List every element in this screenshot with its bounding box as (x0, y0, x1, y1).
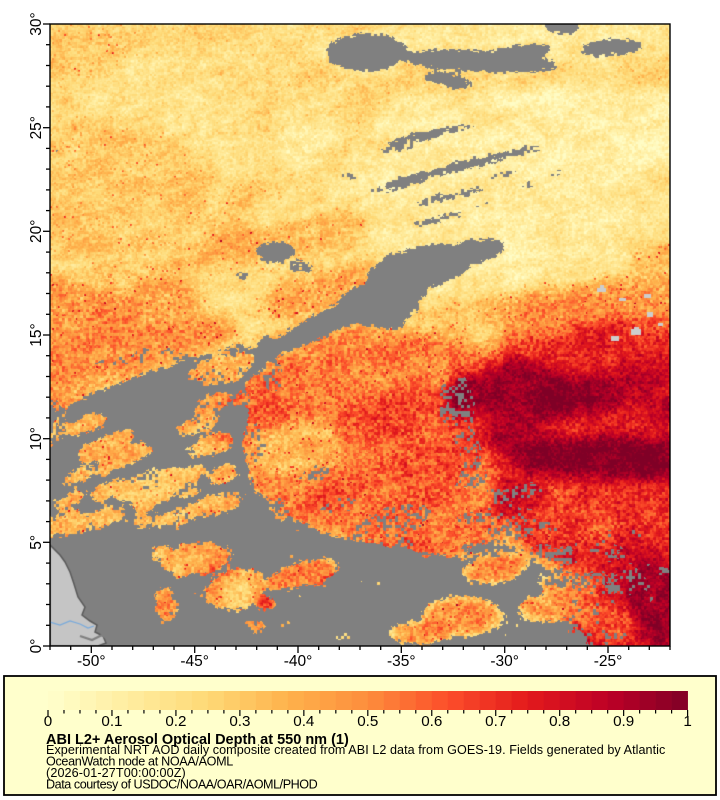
svg-text:0.5: 0.5 (357, 713, 378, 730)
svg-text:-30°: -30° (490, 653, 519, 670)
svg-text:Data courtesy of USDOC/NOAA/OA: Data courtesy of USDOC/NOAA/OAR/AOML/PHO… (46, 778, 318, 792)
svg-text:-25°: -25° (594, 653, 623, 670)
svg-text:0.8: 0.8 (549, 713, 570, 730)
svg-text:0°: 0° (28, 639, 45, 654)
svg-text:0.7: 0.7 (485, 713, 506, 730)
svg-text:-45°: -45° (180, 653, 209, 670)
svg-text:OceanWatch node at NOAA/AOML: OceanWatch node at NOAA/AOML (46, 755, 233, 769)
svg-text:0.9: 0.9 (613, 713, 634, 730)
svg-text:0: 0 (44, 713, 52, 730)
svg-text:(2026-01-27T00:00:00Z): (2026-01-27T00:00:00Z) (46, 766, 186, 780)
svg-text:0.4: 0.4 (293, 713, 314, 730)
svg-text:30°: 30° (28, 12, 45, 35)
svg-text:0.6: 0.6 (421, 713, 442, 730)
svg-text:25°: 25° (28, 116, 45, 139)
svg-text:ABI L2+ Aerosol Optical Depth: ABI L2+ Aerosol Optical Depth at 550 nm … (46, 732, 349, 748)
svg-text:Experimental NRT AOD daily com: Experimental NRT AOD daily composite cre… (46, 743, 665, 757)
svg-text:15°: 15° (28, 323, 45, 346)
svg-text:20°: 20° (28, 220, 45, 243)
svg-text:-40°: -40° (284, 653, 313, 670)
svg-text:0.1: 0.1 (101, 713, 122, 730)
svg-text:0.3: 0.3 (229, 713, 250, 730)
svg-text:10°: 10° (28, 427, 45, 450)
svg-text:-50°: -50° (77, 653, 106, 670)
svg-text:0.2: 0.2 (165, 713, 186, 730)
svg-text:-35°: -35° (387, 653, 416, 670)
svg-text:5°: 5° (28, 535, 45, 550)
svg-text:1: 1 (683, 713, 691, 730)
